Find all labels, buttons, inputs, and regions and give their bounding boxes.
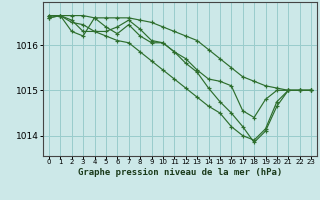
X-axis label: Graphe pression niveau de la mer (hPa): Graphe pression niveau de la mer (hPa) (78, 168, 282, 177)
